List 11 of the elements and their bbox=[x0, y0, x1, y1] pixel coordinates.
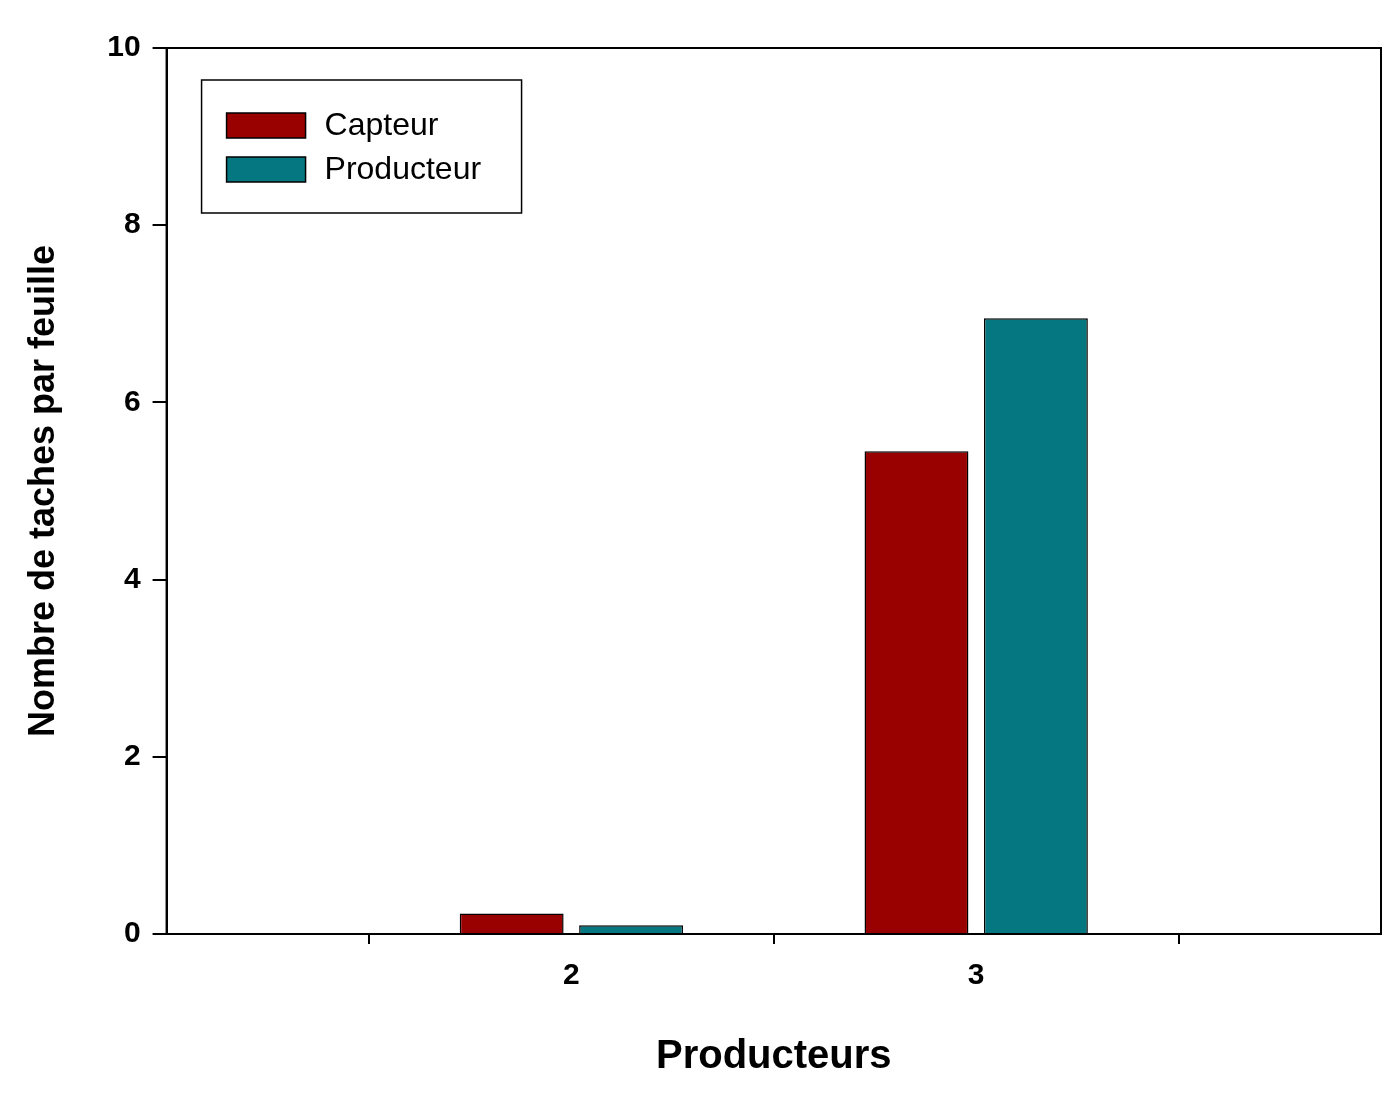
y-tick-label: 6 bbox=[123, 383, 141, 417]
legend-label: Capteur bbox=[324, 105, 439, 142]
legend-label: Producteur bbox=[324, 149, 482, 186]
x-tick-label: 3 bbox=[967, 957, 985, 991]
y-tick-label: 4 bbox=[123, 560, 141, 594]
y-tick-label: 2 bbox=[123, 738, 141, 772]
y-tick-label: 8 bbox=[123, 206, 141, 240]
y-tick-label: 10 bbox=[107, 29, 141, 63]
x-axis-title: Producteurs bbox=[655, 1032, 892, 1077]
y-axis-title: Nombre de taches par feuille bbox=[20, 244, 62, 738]
y-tick-label: 0 bbox=[123, 915, 141, 949]
